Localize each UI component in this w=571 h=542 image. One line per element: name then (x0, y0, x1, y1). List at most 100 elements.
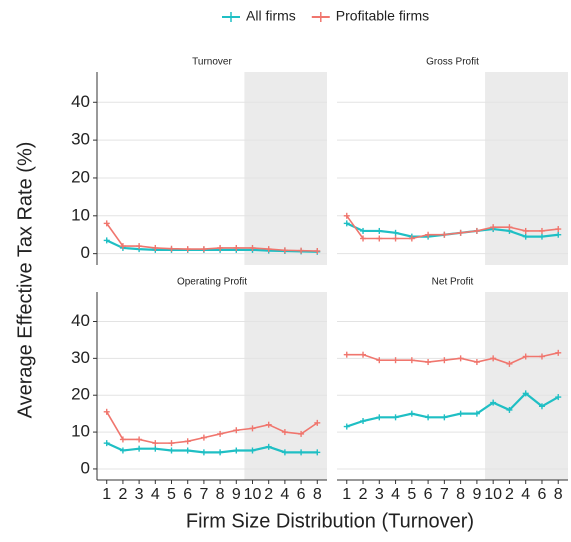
x-tick-label: 3 (135, 486, 144, 503)
point (538, 227, 545, 234)
point (538, 353, 545, 360)
point (376, 414, 383, 421)
point (376, 357, 383, 364)
x-tick-label: 8 (216, 486, 225, 503)
point (233, 427, 240, 434)
point (343, 423, 350, 430)
shaded-region (485, 72, 568, 265)
point (343, 220, 350, 227)
point (281, 449, 288, 456)
y-tick-label: 10 (71, 422, 90, 441)
point (555, 349, 562, 356)
point (136, 243, 143, 250)
x-tick-label: 2 (505, 486, 514, 503)
point (200, 246, 207, 253)
point (473, 359, 480, 366)
x-tick-label: 7 (199, 486, 208, 503)
point (298, 247, 305, 254)
point (249, 447, 256, 454)
point (136, 445, 143, 452)
point (473, 227, 480, 234)
x-tick-label: 8 (554, 486, 563, 503)
y-tick-label: 0 (81, 243, 90, 262)
point (555, 231, 562, 238)
point (184, 447, 191, 454)
point (217, 244, 224, 251)
point (265, 421, 272, 428)
point (457, 229, 464, 236)
point (360, 227, 367, 234)
point (441, 231, 448, 238)
x-tick-label: 9 (472, 486, 481, 503)
y-tick-label: 20 (71, 385, 90, 404)
point (103, 440, 110, 447)
x-tick-label: 2 (264, 486, 273, 503)
point (425, 359, 432, 366)
point (298, 449, 305, 456)
point (555, 394, 562, 401)
point (522, 227, 529, 234)
point (103, 220, 110, 227)
point (265, 246, 272, 253)
point (200, 434, 207, 441)
point (555, 226, 562, 233)
point (103, 408, 110, 415)
x-tick-label: 4 (391, 486, 400, 503)
y-tick-label: 30 (71, 348, 90, 367)
point (425, 231, 432, 238)
point (152, 445, 159, 452)
point (343, 351, 350, 358)
point (233, 244, 240, 251)
point (314, 419, 321, 426)
point (360, 418, 367, 425)
x-tick-label: 5 (407, 486, 416, 503)
point (457, 410, 464, 417)
point (314, 247, 321, 254)
point (136, 436, 143, 443)
point (152, 440, 159, 447)
y-tick-label: 10 (71, 205, 90, 224)
point (441, 414, 448, 421)
x-tick-label: 10 (244, 486, 262, 503)
x-tick-label: 3 (375, 486, 384, 503)
point (506, 360, 513, 367)
point (298, 430, 305, 437)
shaded-region (485, 292, 568, 480)
point (281, 429, 288, 436)
point (249, 244, 256, 251)
legend-label: All firms (246, 8, 296, 24)
point (217, 449, 224, 456)
point (376, 235, 383, 242)
point (490, 399, 497, 406)
y-tick-label: 40 (71, 311, 90, 330)
point (168, 245, 175, 252)
point (522, 353, 529, 360)
x-tick-label: 1 (342, 486, 351, 503)
point (441, 357, 448, 364)
point (217, 430, 224, 437)
point (168, 440, 175, 447)
point (103, 237, 110, 244)
point (408, 357, 415, 364)
point (408, 235, 415, 242)
panel-title: Turnover (192, 57, 232, 68)
shaded-region (244, 72, 327, 265)
y-axis-label: Average Effective Tax Rate (%) (14, 142, 36, 419)
point (119, 243, 126, 250)
x-tick-label: 8 (456, 486, 465, 503)
point (392, 357, 399, 364)
panel-title: Gross Profit (426, 57, 479, 68)
point (376, 227, 383, 234)
point (249, 425, 256, 432)
point (343, 212, 350, 219)
x-tick-label: 6 (424, 486, 433, 503)
x-tick-label: 4 (521, 486, 530, 503)
legend-label: Profitable firms (336, 8, 429, 24)
point (506, 406, 513, 413)
point (184, 246, 191, 253)
x-tick-label: 2 (118, 486, 127, 503)
point (314, 449, 321, 456)
x-tick-label: 6 (297, 486, 306, 503)
point (184, 438, 191, 445)
x-tick-label: 6 (183, 486, 192, 503)
